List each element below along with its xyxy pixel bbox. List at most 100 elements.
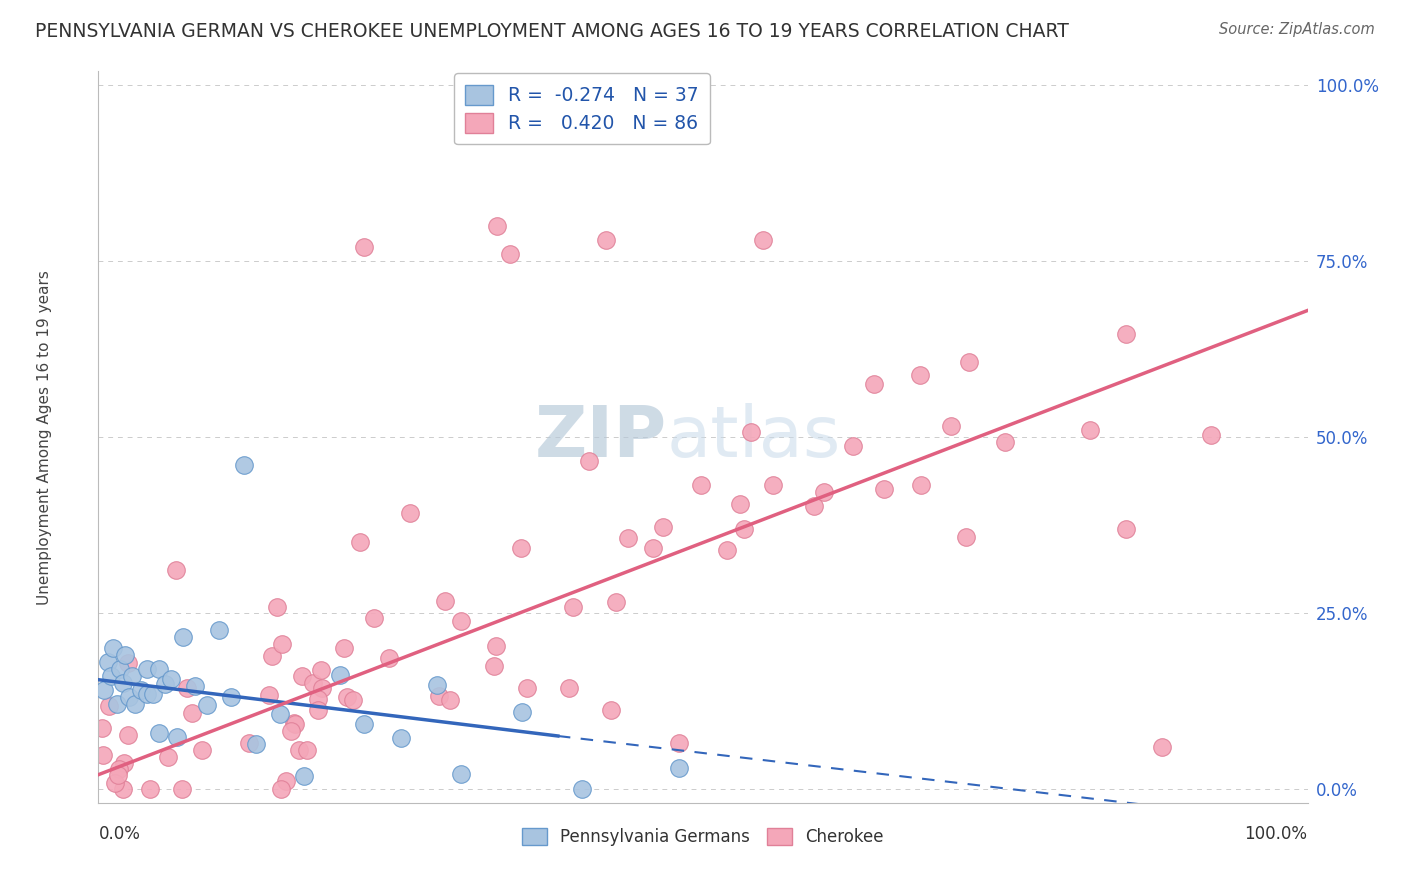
Point [270,637,292,651]
Point [599,703,621,717]
Point [97,655,120,669]
Point [100,669,122,683]
Point [484,658,506,673]
Point [153,676,176,690]
Point [311,681,333,695]
Point [101,641,124,656]
Point [114,648,136,662]
Point [208,623,231,637]
Point [571,781,593,796]
Point [1115,521,1137,535]
Point [232,458,254,473]
Point [389,731,412,746]
Point [651,520,673,534]
Point [336,690,359,704]
Point [108,662,131,676]
Point [690,478,713,492]
Text: 0.0%: 0.0% [98,825,141,843]
Point [562,599,585,614]
Legend: Pennsylvania Germans, Cherokee: Pennsylvania Germans, Cherokee [516,822,890,853]
Point [363,611,385,625]
Point [668,761,690,775]
Text: ZIP: ZIP [534,402,666,472]
Point [160,673,183,687]
Point [716,543,738,558]
Point [274,774,297,789]
Point [105,698,128,712]
Point [166,730,188,744]
Point [605,595,627,609]
Point [135,662,157,676]
Point [284,716,307,731]
Point [297,743,319,757]
Point [292,769,315,783]
Point [803,499,825,513]
Point [617,532,640,546]
Point [862,376,884,391]
Point [439,693,461,707]
Point [349,535,371,549]
Point [117,656,139,670]
Point [288,743,311,757]
Point [91,722,114,736]
Point [873,483,896,497]
Point [172,630,194,644]
Point [93,683,115,698]
Point [307,692,329,706]
Point [342,692,364,706]
Point [450,767,472,781]
Point [994,435,1017,450]
Point [148,662,170,676]
Point [1199,428,1222,442]
Point [104,775,127,789]
Point [238,736,260,750]
Point [291,669,314,683]
Point [156,749,179,764]
Point [353,716,375,731]
Point [257,689,280,703]
Point [311,663,333,677]
Point [955,530,977,544]
Point [595,233,617,247]
Point [181,706,204,720]
Point [118,690,141,705]
Point [510,705,533,719]
Point [329,667,352,681]
Point [516,681,538,695]
Point [333,640,356,655]
Point [813,484,835,499]
Point [427,689,450,703]
Point [111,781,134,796]
Point [486,219,509,233]
Text: Source: ZipAtlas.com: Source: ZipAtlas.com [1219,22,1375,37]
Point [245,737,267,751]
Text: atlas: atlas [666,402,841,472]
Point [107,763,129,777]
Point [910,478,932,492]
Point [129,683,152,698]
Point [433,593,456,607]
Point [450,614,472,628]
Point [307,704,329,718]
Text: PENNSYLVANIA GERMAN VS CHEROKEE UNEMPLOYMENT AMONG AGES 16 TO 19 YEARS CORRELATI: PENNSYLVANIA GERMAN VS CHEROKEE UNEMPLOY… [35,22,1069,41]
Point [484,640,506,654]
Point [578,454,600,468]
Point [510,541,533,556]
Text: Unemployment Among Ages 16 to 19 years: Unemployment Among Ages 16 to 19 years [37,269,52,605]
Point [398,506,420,520]
Point [378,651,401,665]
Point [98,698,121,713]
Point [121,669,143,683]
Point [135,687,157,701]
Point [302,676,325,690]
Point [426,678,449,692]
Point [269,706,291,721]
Point [957,354,980,368]
Point [176,681,198,695]
Text: 100.0%: 100.0% [1244,825,1308,843]
Point [1078,423,1101,437]
Point [172,781,194,796]
Point [112,756,135,770]
Point [266,599,288,614]
Point [498,247,520,261]
